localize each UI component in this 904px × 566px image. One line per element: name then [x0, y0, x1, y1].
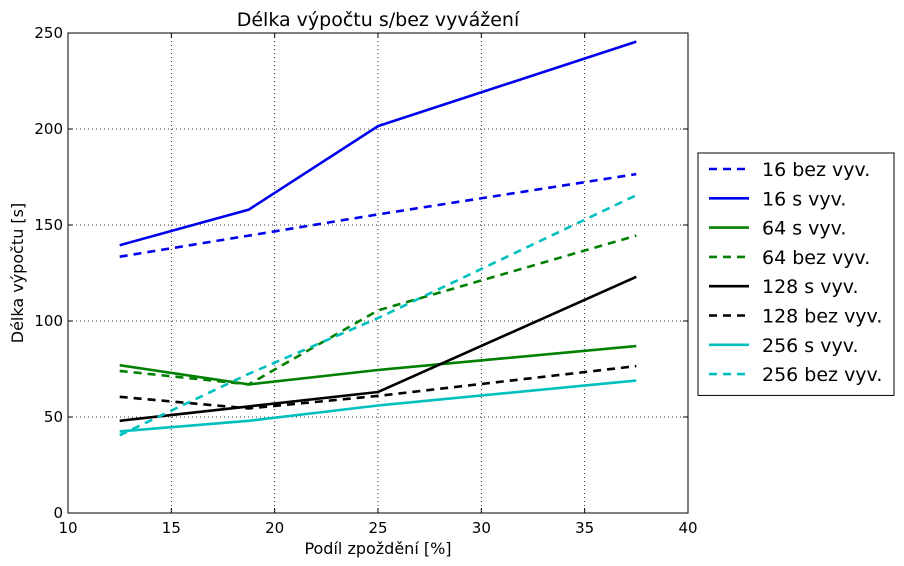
- series-layer: [119, 40, 637, 437]
- y-tick-label: 250: [34, 24, 63, 42]
- x-axis-label: Podíl zpoždění [%]: [304, 539, 451, 558]
- y-tick-label: 150: [34, 216, 63, 234]
- x-tick-label: 10: [58, 519, 77, 537]
- legend-label: 64 s vyv.: [762, 218, 846, 240]
- series-line: [119, 379, 637, 433]
- legend-label: 128 bez vyv.: [762, 306, 882, 328]
- legend-label: 16 s vyv.: [762, 188, 846, 210]
- y-tick-label: 50: [44, 408, 63, 426]
- series-line: [119, 40, 637, 247]
- legend-label: 256 s vyv.: [762, 335, 859, 357]
- legend: 16 bez vyv. 16 s vyv. 64 s vyv. 64 bez vyv.…: [697, 152, 895, 396]
- series-line: [119, 344, 637, 386]
- series-line: [119, 275, 637, 423]
- x-tick-label: 30: [472, 519, 491, 537]
- grid: [68, 33, 688, 513]
- x-tick-label: 15: [162, 519, 181, 537]
- legend-box: [697, 152, 895, 396]
- y-tick-label: 200: [34, 120, 63, 138]
- series-line: [119, 194, 637, 437]
- x-tick-label: 40: [678, 519, 697, 537]
- x-tick-label: 20: [265, 519, 284, 537]
- y-axis-label: Délka výpočtu [s]: [8, 203, 27, 343]
- legend-label: 16 bez vyv.: [762, 159, 870, 181]
- legend-label: 128 s vyv.: [762, 276, 859, 298]
- legend-label: 256 bez vyv.: [762, 364, 882, 386]
- ticks: 10 15 20 25 30 35 40 0 50 100 150 200 250: [34, 24, 697, 537]
- x-tick-label: 35: [575, 519, 594, 537]
- legend-label: 64 bez vyv.: [762, 247, 870, 269]
- chart-title: Délka výpočtu s/bez vyvážení: [237, 9, 520, 31]
- x-tick-label: 25: [368, 519, 387, 537]
- series-line: [119, 172, 637, 258]
- y-tick-label: 100: [34, 312, 63, 330]
- y-tick-label: 0: [53, 504, 63, 522]
- series-line: [119, 234, 637, 386]
